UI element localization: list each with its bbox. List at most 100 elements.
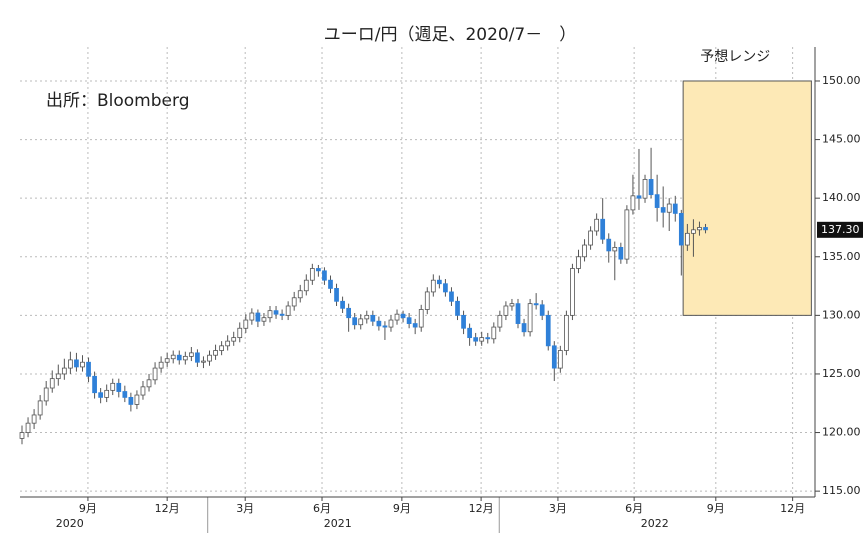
candle-body (424, 291, 430, 310)
candle-body (291, 297, 297, 307)
candle-body (207, 354, 212, 362)
candle-body (61, 367, 67, 375)
candle-body (539, 304, 545, 316)
candle-body (551, 345, 557, 369)
y-tick-label: 120.00 (822, 426, 861, 439)
candle-body (406, 317, 412, 324)
candle-body (557, 350, 563, 369)
y-tick-label: 115.00 (822, 484, 861, 497)
year-label: 2021 (324, 517, 352, 530)
candle-body (636, 195, 642, 199)
candle-body (382, 325, 388, 328)
candle-body (188, 352, 194, 357)
forecast-range (682, 80, 812, 316)
candle-body (437, 279, 442, 285)
candle-body (430, 279, 436, 293)
y-tick-label: 135.00 (822, 250, 861, 263)
candle-body (43, 387, 49, 402)
x-tick-label: 12月 (155, 502, 180, 515)
candle-body (666, 203, 672, 213)
candle-body (527, 303, 533, 333)
candle-body (219, 345, 224, 351)
x-tick-label: 9月 (79, 502, 97, 515)
x-tick-label: 6月 (313, 502, 331, 515)
candle-body (545, 314, 551, 347)
candle-body (594, 218, 600, 232)
candle-body (116, 382, 122, 392)
candle-body (576, 256, 581, 269)
candle-body (678, 213, 684, 246)
candle-body (515, 303, 521, 324)
candle-body (503, 305, 509, 316)
candle-body (697, 227, 702, 231)
candle-body (618, 246, 624, 260)
candle-body (624, 209, 630, 260)
candle-body (418, 309, 424, 328)
candle-body (370, 314, 376, 322)
candle-body (80, 361, 85, 368)
candle-body (473, 337, 479, 342)
candle-body (703, 227, 708, 231)
candle-body (170, 354, 176, 360)
candle-body (86, 361, 91, 377)
candle-body (691, 229, 696, 234)
y-tick-label: 150.00 (822, 74, 861, 87)
y-tick-label: 130.00 (822, 308, 861, 321)
candle-body (225, 340, 231, 347)
candle-body (316, 268, 321, 272)
candle-body (309, 268, 315, 281)
candle-body (533, 303, 539, 306)
candle-body (176, 354, 182, 361)
candle-body (479, 337, 485, 342)
candle-body (654, 194, 660, 208)
candle-body (297, 290, 303, 299)
candle-body (49, 378, 55, 389)
candle-body (74, 359, 79, 368)
y-tick-label: 140.00 (822, 191, 861, 204)
candle-body (346, 307, 351, 319)
candle-body (195, 352, 200, 363)
source-note: 出所：Bloomberg (46, 91, 189, 111)
candle-body (334, 288, 339, 302)
candle-body (352, 317, 358, 326)
candle-body (467, 327, 472, 339)
candle-body (491, 326, 497, 340)
candle-body (364, 314, 370, 320)
candle-body (31, 414, 37, 424)
candle-body (164, 358, 170, 363)
candle-body (267, 310, 273, 319)
x-tick-label: 9月 (707, 502, 725, 515)
candle-body (19, 432, 25, 439)
x-tick-label: 12月 (469, 502, 494, 515)
year-label: 2022 (641, 517, 669, 530)
candle-body (394, 313, 400, 321)
x-tick-label: 12月 (780, 502, 805, 515)
candle-body (400, 313, 406, 319)
candle-body (685, 232, 690, 246)
candle-body (648, 179, 654, 196)
candle-body (485, 337, 491, 340)
candle-body (497, 314, 503, 328)
candle-body (279, 313, 285, 316)
candle-body (612, 246, 618, 252)
candle-body (249, 312, 255, 321)
candle-body (237, 327, 243, 339)
candle-body (521, 323, 527, 333)
candle-body (564, 314, 569, 351)
candle-body (243, 319, 249, 329)
candle-body (509, 303, 515, 307)
candle-body (588, 230, 593, 246)
x-tick-label: 3月 (236, 502, 254, 515)
candle-body (37, 400, 43, 416)
forecast-label: 予想レンジ (700, 49, 770, 65)
chart-title: ユーロ/円（週足、2020/7－ ） (324, 25, 577, 45)
candle-body (660, 207, 666, 213)
candle-body (570, 268, 575, 316)
x-tick-label: 9月 (393, 502, 411, 515)
candle-body (273, 310, 279, 315)
candle-body (455, 300, 460, 316)
candle-body (412, 323, 418, 328)
candle-body (201, 360, 206, 363)
candle-body (140, 386, 146, 396)
